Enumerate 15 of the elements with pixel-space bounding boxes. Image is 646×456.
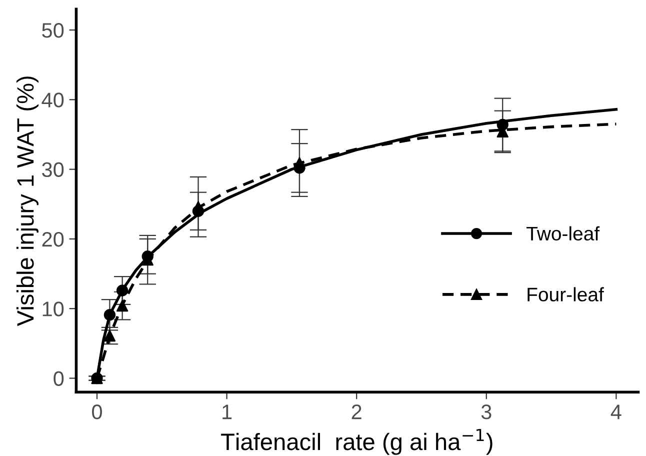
y-axis-title: Visible injury 1 WAT (%) — [16, 76, 38, 326]
y-tick-label: 40 — [42, 92, 64, 108]
y-tick-label: 0 — [54, 371, 64, 386]
x-tick-label: 0 — [92, 404, 102, 420]
y-tick-label: 20 — [42, 232, 64, 247]
y-tick-label: 50 — [42, 23, 64, 38]
x-tick-label: 2 — [352, 404, 362, 420]
y-tick-label: 30 — [42, 162, 64, 178]
x-tick-label: 4 — [610, 404, 622, 420]
legend-label: Four-leaf — [528, 287, 604, 302]
legend-label: Two-leaf — [526, 226, 600, 241]
x-tick-label: 3 — [481, 404, 492, 420]
y-tick-label: 10 — [42, 302, 64, 316]
x-tick-label: 1 — [222, 404, 232, 420]
x-axis-title: Tiafenacil rate (g ai ha$^{−1}$) — [221, 428, 492, 455]
